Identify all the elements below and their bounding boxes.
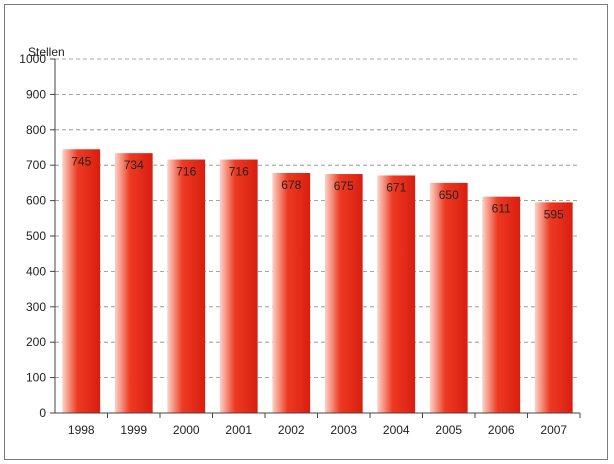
bar — [219, 159, 258, 413]
x-tick-label: 2001 — [225, 423, 252, 437]
x-tick-label: 1999 — [120, 423, 147, 437]
bar-value-label: 716 — [229, 165, 249, 179]
y-tick-label: 400 — [26, 264, 46, 278]
axes: 0 100 200 300 400 500 600 700 800 900 1000 1998 1999… — [19, 52, 581, 437]
bars: 745 734 716 716 678 675 671 650 611 595 — [62, 149, 573, 413]
bar — [324, 174, 363, 413]
x-tick-label: 2007 — [540, 423, 567, 437]
x-tick-label: 1998 — [68, 423, 95, 437]
x-tick-label: 2005 — [435, 423, 462, 437]
y-tick-label: 1000 — [19, 52, 46, 66]
bar-value-label: 650 — [439, 188, 459, 202]
bar — [114, 153, 153, 413]
bar — [482, 196, 521, 413]
x-tick-label: 2000 — [173, 423, 200, 437]
y-tick-label: 800 — [26, 123, 46, 137]
bar-value-label: 745 — [71, 154, 91, 168]
x-tick-label: 2003 — [330, 423, 357, 437]
bar-value-label: 675 — [334, 179, 354, 193]
bar — [167, 159, 206, 413]
x-tick-label: 2004 — [383, 423, 410, 437]
bar-value-label: 734 — [124, 158, 144, 172]
y-tick-label: 600 — [26, 194, 46, 208]
bar — [429, 182, 468, 413]
y-tick-label: 700 — [26, 158, 46, 172]
y-tick-label: 100 — [26, 371, 46, 385]
bar — [272, 172, 311, 413]
bar-value-label: 678 — [281, 178, 301, 192]
bar-value-label: 671 — [386, 180, 406, 194]
bar-value-label: 595 — [544, 207, 564, 221]
bar-value-label: 716 — [176, 165, 196, 179]
x-tick-label: 2006 — [488, 423, 515, 437]
x-tick-label: 2002 — [278, 423, 305, 437]
bar — [377, 175, 416, 413]
y-tick-label: 900 — [26, 87, 46, 101]
bar — [62, 149, 101, 413]
bar — [534, 202, 573, 413]
bar-value-label: 611 — [492, 202, 511, 216]
y-axis-label: Stellen — [28, 45, 65, 59]
y-tick-label: 200 — [26, 335, 46, 349]
y-tick-label: 0 — [39, 406, 46, 420]
y-tick-label: 500 — [26, 229, 46, 243]
y-tick-label: 300 — [26, 300, 46, 314]
